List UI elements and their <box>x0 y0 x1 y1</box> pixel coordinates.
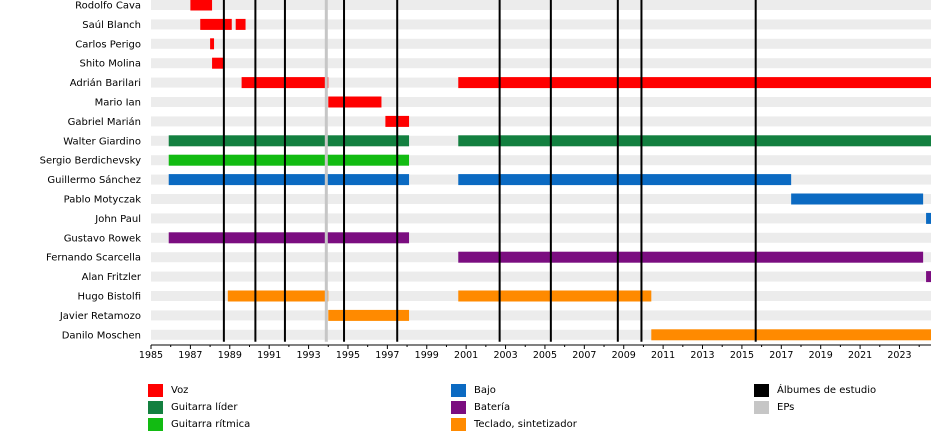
x-tick-label-1989: 1989 <box>218 350 242 361</box>
x-tick-label-1985: 1985 <box>139 350 163 361</box>
row-stripe-alan-fritzler <box>151 271 931 282</box>
x-tick-label-2001: 2001 <box>454 350 478 361</box>
row-stripe-saul-blanch <box>151 19 931 30</box>
legend-swatch-guitarra-ritmica <box>148 417 163 431</box>
member-label-gabriel-marian: Gabriel Marián <box>68 116 141 128</box>
x-tick-label-2017: 2017 <box>769 350 793 361</box>
bar-saul-blanch-2 <box>235 18 246 30</box>
bar-hugo-bistolfi-2 <box>458 290 652 302</box>
bar-carlos-perigo-1 <box>210 38 215 50</box>
legend-swatch-teclado <box>451 417 466 431</box>
row-stripe-rodolfo-cava <box>151 0 931 10</box>
legend-swatch-bateria <box>451 400 466 414</box>
legend-item-teclado: Teclado, sintetizador <box>451 417 577 431</box>
legend-label-voz: Voz <box>171 384 189 396</box>
bar-fernando-scarcella-1 <box>458 251 924 263</box>
member-label-mario-ian: Mario Ian <box>95 98 141 109</box>
legend-swatch-albumes <box>754 383 769 397</box>
x-tick-label-2003: 2003 <box>493 350 517 361</box>
bar-rodolfo-cava-1 <box>190 0 213 11</box>
member-label-hugo-bistolfi: Hugo Bistolfi <box>78 292 141 303</box>
x-tick-label-2023: 2023 <box>887 350 911 361</box>
member-label-carlos-perigo: Carlos Perigo <box>75 39 141 50</box>
member-label-fernando-scarcella: Fernando Scarcella <box>46 253 141 264</box>
member-label-shito-molina: Shito Molina <box>80 59 141 70</box>
x-tick-label-1997: 1997 <box>375 350 399 361</box>
legend-label-guitarra-lider: Guitarra líder <box>171 401 238 413</box>
row-stripe-mario-ian <box>151 97 931 107</box>
row-stripe-javier-retamozo <box>151 310 931 321</box>
legend-swatch-eps <box>754 400 769 414</box>
x-tick-label-2007: 2007 <box>572 350 596 361</box>
bar-alan-fritzler-1 <box>926 271 931 283</box>
legend-item-eps: EPs <box>754 400 794 414</box>
x-tick-label-1987: 1987 <box>178 350 202 361</box>
legend-swatch-bajo <box>451 383 466 397</box>
bar-saul-blanch-1 <box>200 18 232 30</box>
bar-hugo-bistolfi-1 <box>227 290 329 302</box>
bar-mario-ian-1 <box>328 96 382 108</box>
member-label-john-paul: John Paul <box>94 214 141 225</box>
bar-walter-giardino-1 <box>168 135 410 147</box>
x-tick-label-2009: 2009 <box>612 350 636 361</box>
bar-guillermo-sanchez-2 <box>458 174 792 186</box>
row-stripe-danilo-moschen <box>151 329 931 340</box>
member-label-guillermo-sanchez: Guillermo Sánchez <box>47 174 141 186</box>
bar-shito-molina-1 <box>212 57 224 69</box>
x-tick-label-1993: 1993 <box>296 350 320 361</box>
legend-swatch-voz <box>148 383 163 397</box>
bar-walter-giardino-2 <box>458 135 931 147</box>
bar-pablo-motyczak-1 <box>791 193 924 205</box>
legend-item-albumes: Álbumes de estudio <box>754 383 876 397</box>
row-stripe-carlos-perigo <box>151 38 931 49</box>
legend-label-albumes: Álbumes de estudio <box>777 384 877 396</box>
member-label-walter-giardino: Walter Giardino <box>63 136 141 147</box>
legend-label-bateria: Batería <box>474 401 511 413</box>
member-label-adrian-barilari: Adrián Barilari <box>70 77 141 89</box>
row-stripe-pablo-motyczak <box>151 194 931 204</box>
legend-label-guitarra-ritmica: Guitarra rítmica <box>171 418 251 430</box>
row-stripe-sergio-berdichevsky <box>151 155 931 166</box>
legend-item-guitarra-lider: Guitarra líder <box>148 400 237 414</box>
bar-guillermo-sanchez-1 <box>168 174 410 186</box>
member-label-saul-blanch: Saúl Blanch <box>82 19 141 31</box>
legend-swatch-guitarra-lider <box>148 400 163 414</box>
x-tick-label-2021: 2021 <box>848 350 872 361</box>
member-label-pablo-motyczak: Pablo Motyczak <box>64 195 142 206</box>
row-stripe-shito-molina <box>151 58 931 69</box>
row-stripe-gustavo-rowek <box>151 232 931 243</box>
x-tick-label-1991: 1991 <box>257 350 281 361</box>
member-label-rodolfo-cava: Rodolfo Cava <box>75 1 141 12</box>
legend-item-voz: Voz <box>148 383 188 397</box>
band-timeline-chart: Rodolfo Cava Saúl Blanch Carlos Perigo Shit… <box>40 0 931 361</box>
member-label-sergio-berdichevsky: Sergio Berdichevsky <box>40 156 141 167</box>
bar-javier-retamozo-1 <box>328 309 410 321</box>
bar-john-paul-1 <box>926 212 931 224</box>
x-tick-label-2015: 2015 <box>730 350 754 361</box>
member-label-javier-retamozo: Javier Retamozo <box>59 311 141 322</box>
row-stripe-gabriel-marian <box>151 116 931 127</box>
legend-label-eps: EPs <box>777 401 795 413</box>
legend-item-bajo: Bajo <box>451 383 496 397</box>
bar-sergio-berdichevsky-1 <box>168 154 410 166</box>
legend: Voz Guitarra líder Guitarra rítmica Bajo… <box>0 380 940 440</box>
bar-gustavo-rowek-1 <box>168 232 410 244</box>
legend-label-bajo: Bajo <box>474 384 496 396</box>
member-label-danilo-moschen: Danilo Moschen <box>62 330 141 341</box>
x-tick-label-2005: 2005 <box>533 350 557 361</box>
row-stripe-john-paul <box>151 213 931 224</box>
bar-danilo-moschen-1 <box>651 329 931 341</box>
member-label-gustavo-rowek: Gustavo Rowek <box>64 233 142 244</box>
x-tick-label-1999: 1999 <box>415 350 439 361</box>
x-tick-label-1995: 1995 <box>336 350 360 361</box>
legend-item-bateria: Batería <box>451 400 510 414</box>
x-tick-label-2019: 2019 <box>809 350 833 361</box>
member-label-alan-fritzler: Alan Fritzler <box>82 272 142 283</box>
legend-label-teclado: Teclado, sintetizador <box>474 418 577 430</box>
x-tick-label-2011: 2011 <box>651 350 675 361</box>
legend-item-guitarra-ritmica: Guitarra rítmica <box>148 417 250 431</box>
x-tick-label-2013: 2013 <box>690 350 714 361</box>
bar-adrian-barilari-2 <box>458 77 931 89</box>
